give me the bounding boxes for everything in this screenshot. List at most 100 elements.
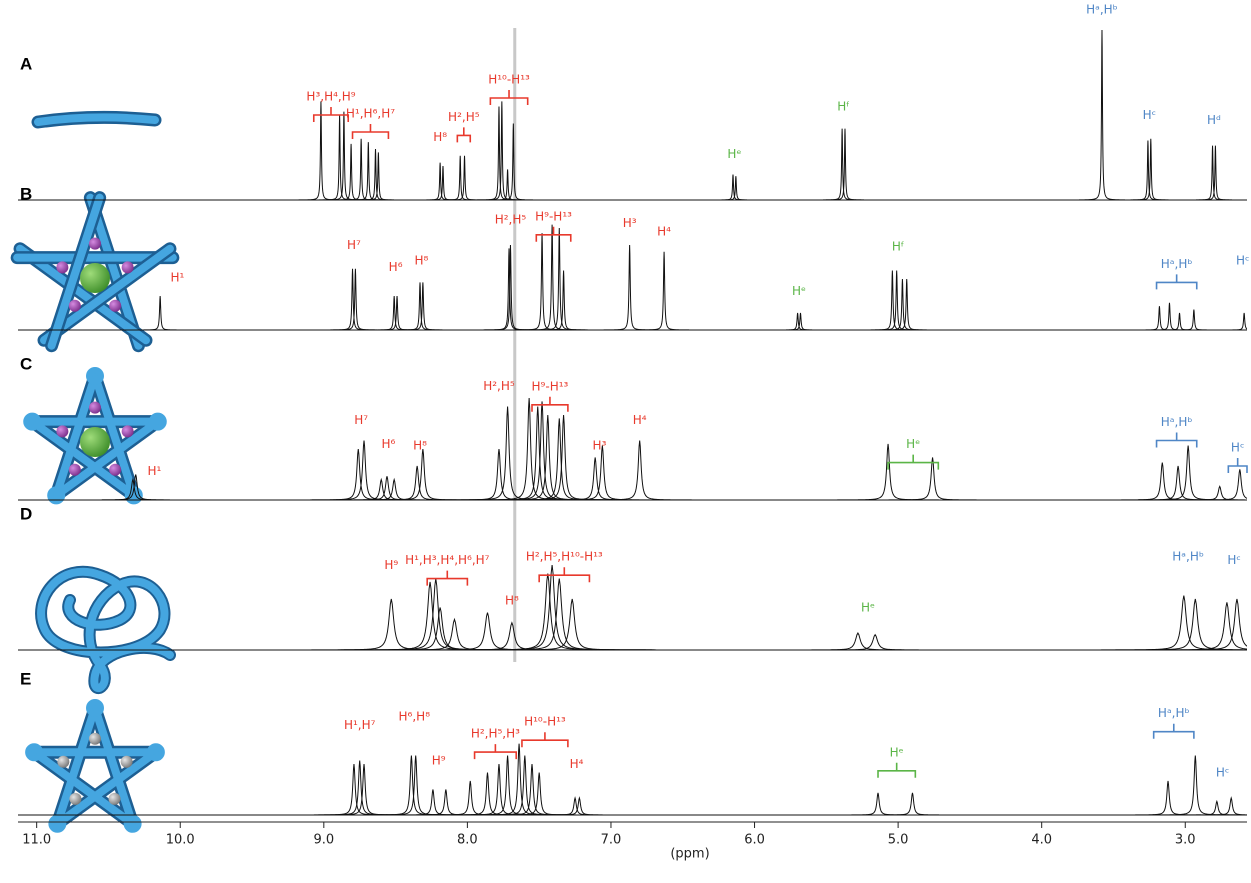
peak: [531, 228, 588, 330]
peak-annotation: Hᶜ: [1143, 108, 1156, 122]
peak: [391, 282, 448, 330]
peak: [1069, 596, 1251, 650]
rod: [38, 117, 155, 122]
cation-sphere: [89, 733, 101, 745]
peak-annotation: Hᵃ,Hᵇ: [1161, 257, 1193, 271]
peak: [475, 764, 590, 815]
cation-sphere: [121, 756, 133, 768]
peak-annotation: Hᵈ: [1207, 113, 1221, 127]
x-tick-label: 11.0: [22, 833, 51, 848]
bracket: [475, 744, 517, 759]
peak-annotation: Hᵃ,Hᵇ: [1172, 550, 1204, 564]
peak-annotation: H¹⁰-H¹³: [524, 715, 566, 729]
cation-sphere: [122, 261, 134, 273]
panel-label: B: [20, 184, 32, 203]
peak: [460, 398, 598, 500]
peak-annotation: H⁹-H¹³: [532, 379, 569, 393]
peak-annotation: H⁶: [389, 260, 403, 274]
peak: [297, 764, 412, 815]
peak-annotation: Hᵉ: [792, 284, 806, 298]
peak-annotation: H²,H⁵: [448, 110, 480, 124]
bracket: [314, 107, 348, 122]
bracket: [1228, 458, 1247, 473]
peak: [479, 101, 525, 200]
anion-sphere: [80, 427, 110, 457]
cation-sphere: [56, 425, 68, 437]
peak: [485, 169, 531, 200]
peak-annotation: H⁷: [354, 413, 368, 427]
peak: [307, 764, 422, 815]
peak: [354, 449, 492, 500]
peak: [365, 296, 422, 330]
anion-sphere: [80, 263, 110, 293]
peak: [855, 793, 970, 815]
page: 11.010.09.08.07.06.05.04.03.0(ppm)AH³,H⁴…: [0, 0, 1251, 883]
cation-sphere: [69, 793, 81, 805]
x-tick-label: 8.0: [457, 833, 478, 848]
peak: [1079, 30, 1125, 200]
peak: [713, 176, 759, 200]
peak-annotation: H⁴: [657, 224, 671, 238]
cation-sphere: [69, 464, 81, 476]
peak: [743, 633, 973, 650]
x-axis-label: (ppm): [670, 847, 709, 862]
peak: [1080, 599, 1251, 650]
peak-annotation: Hᶜ: [1236, 253, 1249, 267]
peak: [298, 101, 344, 200]
cation-sphere: [69, 300, 81, 312]
bracket: [888, 455, 938, 470]
peak-annotation: H⁹-H¹³: [535, 209, 572, 223]
peak: [1125, 141, 1171, 200]
peak-annotation: H¹,H⁷: [344, 718, 376, 732]
panel-label: D: [20, 504, 32, 523]
peak: [373, 613, 603, 650]
bracket: [878, 763, 915, 778]
x-tick-label: 9.0: [313, 833, 334, 848]
peak-annotation: H⁶: [382, 437, 396, 451]
peak: [635, 252, 692, 330]
peak: [340, 619, 570, 650]
peak-annotation: H²,H⁵: [483, 379, 515, 393]
peak: [526, 458, 664, 500]
peak: [522, 798, 637, 815]
peak: [276, 599, 506, 650]
peak: [1151, 313, 1208, 330]
panel-label: A: [20, 54, 32, 73]
peak: [457, 599, 687, 650]
cation-sphere: [122, 425, 134, 437]
x-tick-label: 3.0: [1175, 833, 1196, 848]
peak: [1174, 798, 1251, 815]
cation-sphere: [109, 464, 121, 476]
peak-annotation: Hᵉ: [906, 437, 920, 451]
peak: [1192, 146, 1238, 200]
peak: [131, 296, 188, 330]
panel-label: E: [20, 669, 31, 688]
peak-annotation: H¹: [147, 464, 161, 478]
peak: [769, 313, 826, 330]
peak-annotation: Hᶠ: [837, 100, 850, 114]
peak-annotation: H²,H⁵,H¹⁰-H¹³: [526, 550, 603, 564]
cation-sphere: [89, 402, 101, 414]
cation-sphere: [56, 261, 68, 273]
peak-annotation: H²,H⁵: [495, 213, 527, 227]
peak: [442, 156, 488, 200]
peak-annotation: Hᶜ: [1216, 766, 1229, 780]
peak-annotation: H⁸: [413, 439, 427, 453]
peak: [1093, 463, 1231, 500]
peak: [1111, 781, 1226, 815]
peak: [868, 271, 925, 330]
peak: [325, 480, 463, 500]
peak: [1215, 313, 1251, 330]
peak: [462, 744, 577, 815]
peak: [368, 296, 425, 330]
peak-annotation: Hᵃ,Hᵇ: [1158, 706, 1190, 720]
peak: [318, 476, 456, 500]
peak-annotation: H⁸: [433, 130, 447, 144]
peak: [1141, 303, 1198, 330]
peak: [1138, 756, 1251, 815]
x-tick-label: 5.0: [888, 833, 909, 848]
peak: [417, 163, 463, 200]
bracket: [1157, 274, 1197, 289]
peak: [1190, 146, 1236, 200]
peak: [358, 756, 473, 815]
